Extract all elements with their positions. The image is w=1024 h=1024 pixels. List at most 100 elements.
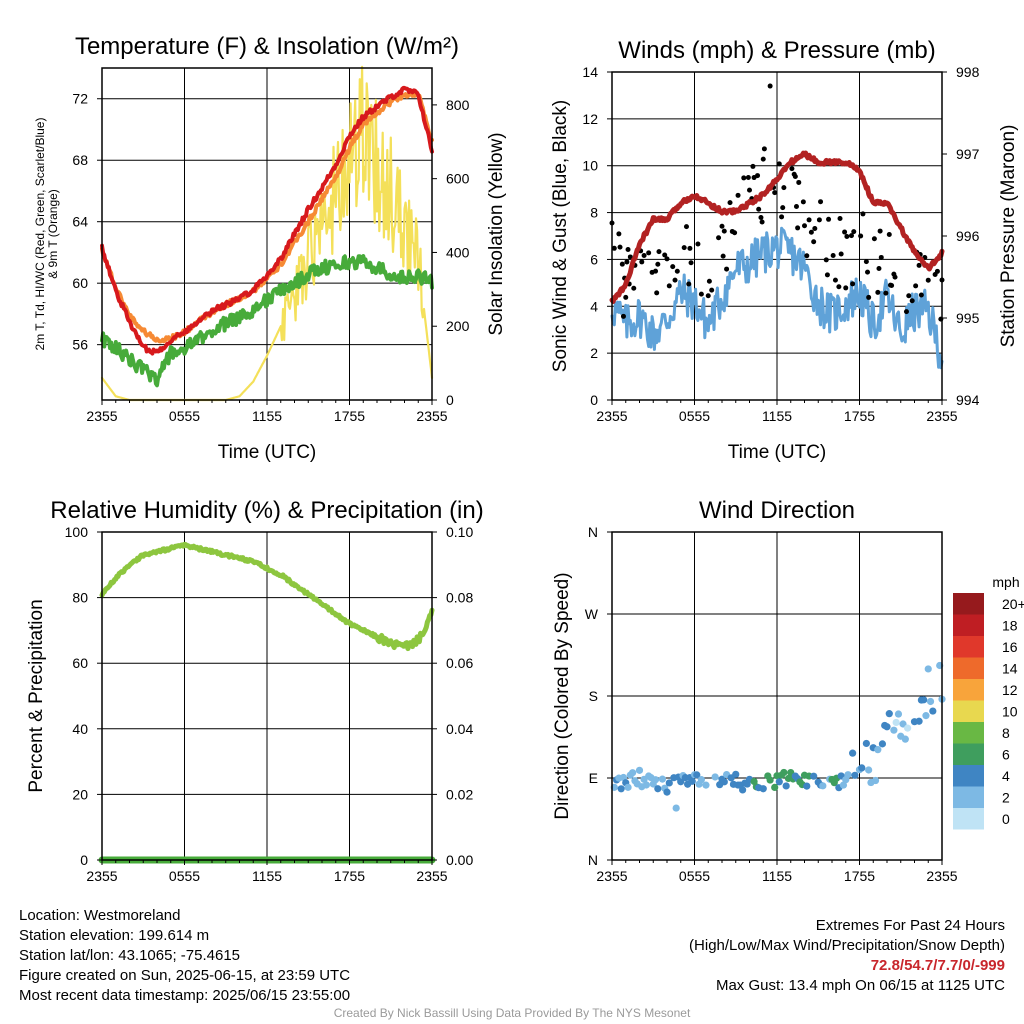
wind-direction-point [915,717,923,725]
gust-point [664,256,670,262]
gust-point [866,294,872,300]
gust-point [916,262,922,268]
y2-tick-label: 800 [446,97,470,113]
wind-direction-point [885,710,893,718]
gust-point [620,313,626,319]
colorbar-swatch [953,679,984,701]
y2-tick-label: 0.00 [446,852,473,868]
gust-point [683,224,689,230]
colorbar-label: 14 [1002,660,1018,676]
gust-point [816,217,822,223]
x-tick-label: 2355 [926,868,957,884]
colorbar: mph 0 2 4 6 8 10 12 14 16 18 20+ [953,574,1024,830]
gust-point [850,281,856,287]
gust-point [860,211,866,217]
gust-point [918,292,924,298]
gust-point [889,282,895,288]
wind-direction-point [782,782,790,790]
gust-point [611,245,617,251]
x-tick-label: 1155 [252,868,282,884]
gust-point [796,179,802,185]
gust-point [838,251,844,257]
wind-direction-point [672,804,680,812]
gust-point [755,173,761,179]
gust-point [789,166,795,172]
gust-point [695,241,701,247]
gust-point [793,203,799,209]
wind-direction-point [920,696,928,704]
gust-point [662,252,668,258]
wind-direction-point [635,766,644,774]
y-tick-label: 10 [582,158,598,174]
y2-tick-label: 996 [956,228,980,244]
wind-direction-point [871,776,880,785]
y2-tick-label: 995 [956,310,980,326]
x-tick-label: 2355 [926,408,957,424]
gust-point [844,233,850,239]
y-tick-label: 6 [590,251,598,267]
gust-point [716,235,722,241]
colorbar-label: 6 [1002,746,1010,762]
max-gust: Max Gust: 13.4 mph On 06/15 at 1125 UTC [715,977,1005,994]
y-tick-label: 12 [582,111,598,127]
gust-point [836,284,842,290]
gust-point [776,161,782,167]
x-tick-label: 2355 [596,868,627,884]
gust-point [624,259,630,265]
y-tick-label: 40 [72,721,88,737]
gust-point [802,223,807,229]
colorbar-swatch [953,722,984,744]
gust-point [806,217,812,223]
gust-point [617,244,623,250]
y2-tick-label: 200 [446,318,470,334]
x-tick-label: 1155 [762,408,792,424]
colorbar-swatch [953,808,984,830]
gust-point [639,259,645,265]
x-tick-label: 1755 [844,868,875,884]
gust-point [842,229,848,235]
wind-direction-point [839,781,848,789]
wind-direction-point [629,769,637,777]
gust-point [727,200,733,206]
wind-direction-point [874,746,882,754]
gust-point [863,259,869,265]
wind-direction-point [697,776,705,784]
y-tick-label: 4 [590,298,598,314]
y2-tick-label: 400 [446,244,470,260]
gust-point [804,253,810,259]
x-tick-label: 1155 [762,868,792,884]
x-tick-label: 1755 [844,408,875,424]
colorbar-swatch [953,657,984,679]
gust-point [779,214,785,220]
y-tick-label: 0 [590,392,598,408]
wind-direction-point [654,785,662,793]
extremes-legend: (High/Low/Max Wind/Precipitation/Snow De… [689,937,1005,954]
colorbar-label: 8 [1002,725,1010,741]
gust-point [719,223,725,229]
chart-title: Temperature (F) & Insolation (W/m²) [75,33,459,60]
gust-point [745,174,751,180]
y-tick-label: 60 [72,275,88,291]
max-gust-point [767,83,773,89]
gust-point [709,287,715,293]
gust-point [654,290,660,296]
wind-direction-point [693,771,701,779]
chart-title: Winds (mph) & Pressure (mb) [618,37,935,64]
gust-point [672,277,678,283]
gust-point [732,230,738,236]
chart-panel-2: Winds (mph) & Pressure (mb) 2355 0555 1155 1… [550,37,1019,463]
colorbar-unit: mph [992,574,1019,590]
wind-direction-point [617,785,625,793]
y-tick-label: 56 [72,337,88,353]
series-wind-direction [610,661,946,812]
colorbar-swatch [953,636,984,658]
colorbar-label: 4 [1002,768,1010,784]
y-tick-label: 100 [65,524,89,540]
y-axis-label: Sonic Wind & Gust (Blue, Black) [550,100,571,372]
gust-point [724,266,730,272]
gust-point [631,285,637,291]
gust-point [903,309,909,315]
gust-point [865,269,871,275]
series-2m-t [100,85,434,356]
